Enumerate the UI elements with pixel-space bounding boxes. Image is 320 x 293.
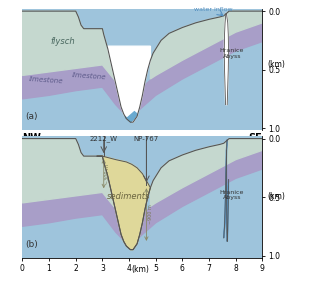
Polygon shape (224, 13, 228, 105)
Polygon shape (150, 11, 262, 79)
Text: flysch: flysch (50, 37, 75, 46)
Text: ~300 m: ~300 m (105, 164, 110, 184)
Text: (b): (b) (26, 240, 38, 249)
Text: ~900 m: ~900 m (148, 205, 153, 224)
Text: limestone: limestone (72, 71, 107, 80)
Text: SE: SE (249, 133, 262, 144)
Polygon shape (22, 11, 116, 81)
Polygon shape (108, 46, 150, 122)
Text: NP-767: NP-767 (134, 136, 159, 142)
Polygon shape (22, 150, 262, 246)
Text: 2212_W: 2212_W (90, 136, 118, 142)
Text: Hranice
Abyss: Hranice Abyss (220, 190, 244, 200)
Text: limestone: limestone (29, 76, 64, 85)
Polygon shape (125, 112, 137, 122)
Text: Hranice
Abyss: Hranice Abyss (220, 48, 244, 59)
Text: NW: NW (22, 133, 41, 144)
Polygon shape (22, 23, 262, 119)
Text: (a): (a) (26, 112, 38, 121)
Polygon shape (22, 11, 262, 130)
Text: (km): (km) (132, 265, 150, 274)
Text: sediments: sediments (108, 193, 151, 201)
Text: (km): (km) (267, 192, 285, 201)
Polygon shape (224, 140, 228, 241)
Polygon shape (22, 139, 116, 209)
Polygon shape (150, 139, 262, 206)
Text: (km): (km) (267, 60, 285, 69)
Text: water inflow: water inflow (194, 7, 232, 12)
Polygon shape (22, 139, 262, 258)
Polygon shape (97, 156, 150, 250)
